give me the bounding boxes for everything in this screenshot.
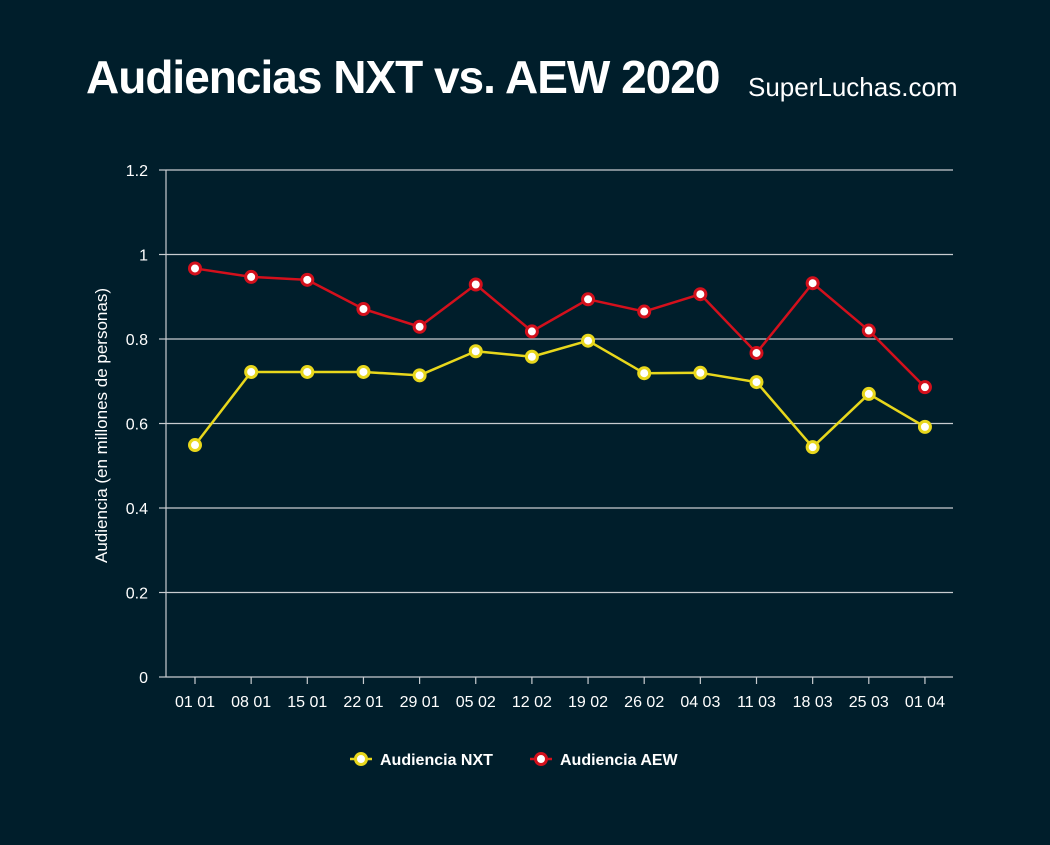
- data-point-aew: [693, 287, 708, 302]
- data-point-aew: [917, 380, 932, 395]
- data-point-aew: [749, 345, 764, 360]
- data-point-nxt: [412, 368, 427, 383]
- data-point-nxt: [693, 365, 708, 380]
- data-point-nxt: [637, 366, 652, 381]
- data-point-aew: [244, 269, 259, 284]
- y-tick-label: 0.8: [126, 332, 148, 349]
- data-point-aew: [412, 319, 427, 334]
- y-tick-label: 0.4: [126, 501, 148, 518]
- x-tick-label: 01 04: [905, 694, 945, 711]
- data-point-aew: [300, 272, 315, 287]
- legend-label: Audiencia AEW: [560, 752, 679, 769]
- x-tick-label: 11 03: [737, 694, 776, 711]
- data-point-nxt: [244, 364, 259, 379]
- x-tick-label: 18 03: [793, 694, 833, 711]
- x-tick-label: 25 03: [849, 694, 889, 711]
- data-point-aew: [805, 276, 820, 291]
- x-tick-label: 19 02: [568, 694, 608, 711]
- x-tick-label: 22 01: [343, 694, 383, 711]
- legend-label: Audiencia NXT: [380, 752, 493, 769]
- brand-label: SuperLuchas.com: [748, 72, 958, 102]
- y-tick-label: 0.2: [126, 586, 148, 603]
- y-tick-label: 0: [139, 670, 148, 687]
- x-tick-label: 26 02: [624, 694, 664, 711]
- x-tick-label: 15 01: [287, 694, 327, 711]
- x-tick-label: 04 03: [680, 694, 720, 711]
- x-tick-label: 29 01: [400, 694, 440, 711]
- series-group: [188, 261, 932, 455]
- legend-swatch-marker: [534, 752, 548, 766]
- data-point-aew: [581, 292, 596, 307]
- data-point-aew: [861, 323, 876, 338]
- grid-lines: [166, 169, 953, 594]
- data-point-nxt: [749, 375, 764, 390]
- chart-title: Audiencias NXT vs. AEW 2020: [86, 51, 720, 103]
- data-point-nxt: [917, 419, 932, 434]
- y-tick-label: 1.2: [126, 163, 148, 180]
- x-tick-label: 08 01: [231, 694, 271, 711]
- data-point-nxt: [300, 364, 315, 379]
- data-point-aew: [637, 304, 652, 319]
- x-tick-label: 01 01: [175, 694, 215, 711]
- data-point-aew: [356, 302, 371, 317]
- y-tick-label: 0.6: [126, 417, 148, 434]
- data-point-aew: [524, 324, 539, 339]
- series-line-aew: [194, 267, 926, 389]
- x-tick-label: 12 02: [512, 694, 552, 711]
- data-point-nxt: [524, 349, 539, 364]
- data-point-nxt: [188, 438, 202, 453]
- data-point-nxt: [356, 364, 371, 379]
- data-point-nxt: [805, 440, 820, 455]
- axes: 0 0.2 0.4 0.6 0.8 1 1.2 01 01 08 01 15 01 22 01 29 …: [92, 163, 953, 711]
- data-point-nxt: [581, 333, 596, 348]
- data-point-nxt: [861, 386, 876, 401]
- data-point-aew: [188, 261, 202, 276]
- series-line-nxt: [194, 339, 926, 449]
- x-tick-label: 05 02: [456, 694, 496, 711]
- data-point-aew: [468, 277, 483, 292]
- y-axis-label: Audiencia (en millones de personas): [92, 288, 111, 563]
- legend: Audiencia NXT Audiencia AEW: [350, 752, 679, 769]
- y-tick-label: 1: [139, 248, 148, 265]
- data-point-nxt: [468, 344, 483, 359]
- legend-swatch-marker: [354, 752, 368, 766]
